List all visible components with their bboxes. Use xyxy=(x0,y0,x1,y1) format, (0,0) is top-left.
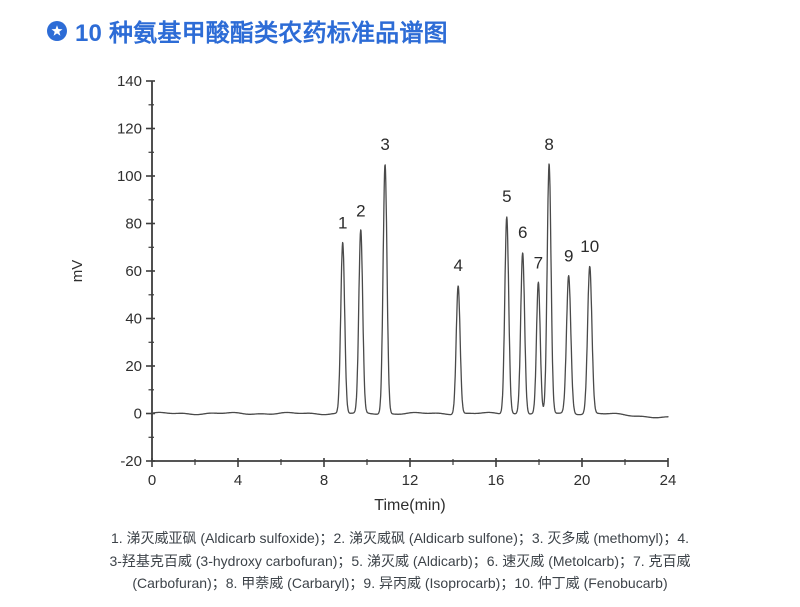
peak-label-7: 7 xyxy=(534,254,543,273)
x-tick-label: 16 xyxy=(488,472,505,489)
x-tick-label: 20 xyxy=(574,472,591,489)
x-tick-label: 8 xyxy=(320,472,328,489)
peak-label-3: 3 xyxy=(380,135,389,154)
y-tick-label: 80 xyxy=(125,216,142,233)
y-tick-label: 140 xyxy=(117,73,142,90)
caption-line-3: (Carbofuran)；8. 甲萘威 (Carbaryl)；9. 异丙威 (I… xyxy=(132,575,668,591)
chromatogram-trace xyxy=(151,163,669,419)
peak-label-2: 2 xyxy=(356,201,365,220)
caption-line-1: 1. 涕灭威亚砜 (Aldicarb sulfoxide)；2. 涕灭威砜 (A… xyxy=(110,530,690,546)
y-axis-label: mV xyxy=(69,260,86,283)
y-tick-label: -20 xyxy=(120,453,142,470)
chart-caption: 1. 涕灭威亚砜 (Aldicarb sulfoxide)；2. 涕灭威砜 (A… xyxy=(0,527,800,595)
x-tick-label: 4 xyxy=(234,472,242,489)
y-tick-label: 120 xyxy=(117,121,142,138)
peak-label-5: 5 xyxy=(502,187,511,206)
caption-line-2: 3-羟基克百威 (3-hydroxy carbofuran)；5. 涕灭威 (A… xyxy=(109,552,691,569)
y-tick-label: 60 xyxy=(125,263,142,280)
x-tick-label: 24 xyxy=(660,472,677,489)
y-tick-label: 20 xyxy=(125,358,142,375)
x-tick-label: 0 xyxy=(148,472,156,489)
y-tick-label: 100 xyxy=(117,168,142,185)
peak-label-10: 10 xyxy=(580,237,599,256)
peak-label-1: 1 xyxy=(338,213,347,232)
x-axis-label: Time(min) xyxy=(374,497,445,514)
page-header: 10 种氨基甲酸酯类农药标准品谱图 xyxy=(46,13,448,48)
y-tick-label: 0 xyxy=(134,406,142,423)
peak-label-4: 4 xyxy=(453,256,462,275)
page-title: 10 种氨基甲酸酯类农药标准品谱图 xyxy=(75,20,448,47)
peak-label-9: 9 xyxy=(564,247,573,266)
peak-label-6: 6 xyxy=(518,223,527,242)
badge-star-icon xyxy=(46,20,68,42)
peak-label-8: 8 xyxy=(544,135,553,154)
x-tick-label: 12 xyxy=(402,472,419,489)
y-tick-label: 40 xyxy=(125,311,142,328)
